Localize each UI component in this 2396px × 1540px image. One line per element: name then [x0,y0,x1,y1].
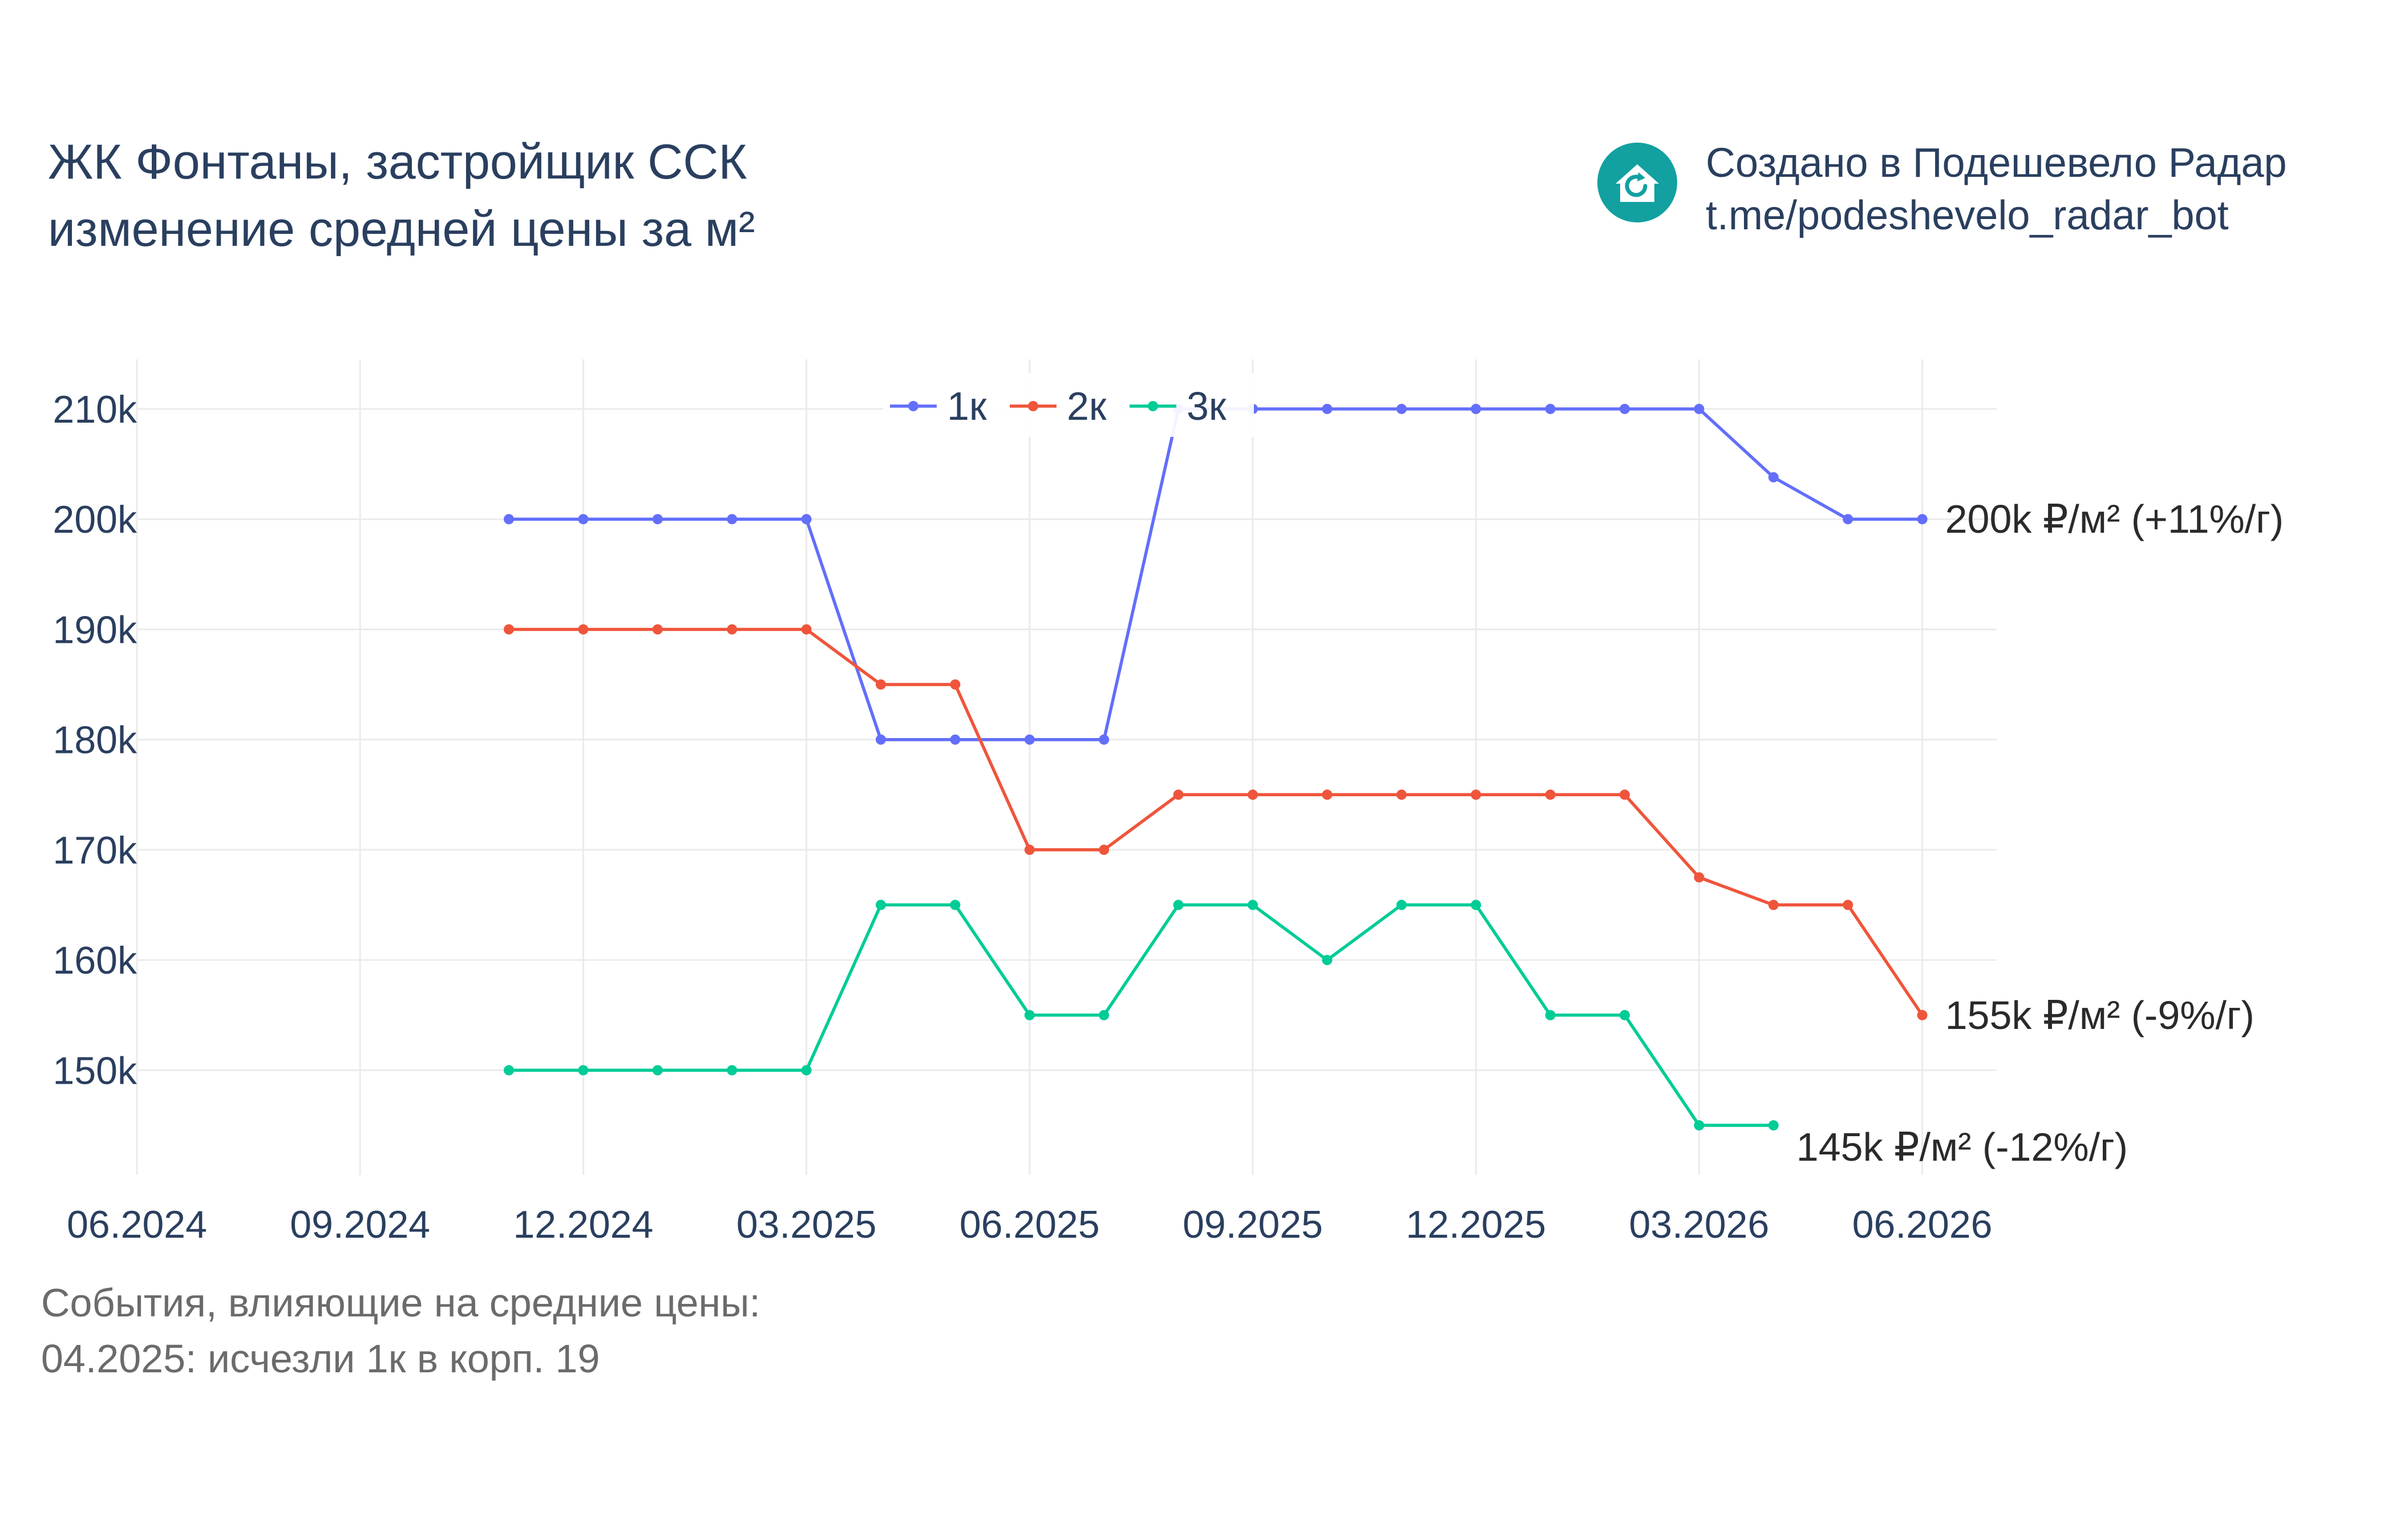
chart-title-line-2: изменение средней цены за м² [48,202,755,257]
data-point [1173,789,1184,800]
x-tick-label: 06.2024 [67,1203,207,1246]
data-point [1620,1010,1630,1020]
data-point [1545,789,1556,800]
x-tick-label: 06.2025 [960,1203,1100,1246]
data-point [1843,514,1853,525]
data-point [1471,899,1482,910]
legend-swatch-marker [1028,401,1038,411]
data-point [578,1065,589,1076]
data-point [1024,734,1035,745]
data-point [1620,403,1630,414]
data-point [950,899,961,910]
data-point [876,679,886,690]
data-point [1471,789,1482,800]
data-point [1396,789,1407,800]
legend-label: 1к [947,384,987,428]
data-point [1322,403,1333,414]
data-point [1471,403,1482,414]
data-point [578,624,589,635]
events-heading: События, влияющие на средние цены: [41,1280,760,1325]
series-line [509,627,1924,1016]
data-point [652,624,663,635]
data-point [727,624,738,635]
y-tick-label: 190k [53,608,137,651]
events-note: События, влияющие на средние цены: 04.20… [41,1275,760,1387]
x-tick-label: 03.2025 [736,1203,877,1246]
series-end-label: 145k ₽/м² (-12%/г) [1796,1125,2128,1169]
data-point [1322,789,1333,800]
data-point [1396,403,1407,414]
data-point [727,1065,738,1076]
chart-title-line-1: ЖК Фонтаны, застройщик ССК [48,135,747,189]
series-line [509,407,1923,741]
y-tick-label: 210k [53,388,137,431]
data-point [1768,1120,1779,1131]
data-point [876,899,886,910]
data-point [504,1065,514,1076]
event-item: 04.2025: исчезли 1к в корп. 19 [41,1336,600,1381]
data-point [1917,514,1928,525]
x-tick-label: 09.2025 [1183,1203,1323,1246]
legend-swatch-marker [1148,401,1158,411]
chart-title: ЖК Фонтаны, застройщик ССК изменение сре… [48,128,755,263]
data-point [1248,789,1258,800]
data-point [950,679,961,690]
brand-text: Создано в Подешевело Радар t.me/podeshev… [1706,137,2287,242]
data-point [1843,899,1853,910]
series-end-label: 200k ₽/м² (+11%/г) [1945,497,2284,541]
data-point [1917,1010,1928,1020]
x-tick-label: 12.2025 [1406,1203,1546,1246]
data-point [652,514,663,525]
data-point [801,1065,812,1076]
data-point [1024,844,1035,855]
data-point [1396,899,1407,910]
x-tick-label: 12.2024 [513,1203,653,1246]
legend-label: 3к [1187,384,1227,428]
data-point [1173,899,1184,910]
y-tick-label: 180k [53,719,137,762]
data-point [578,514,589,525]
y-tick-label: 160k [53,939,137,982]
data-point [1248,899,1258,910]
data-point [1099,844,1110,855]
data-point [1768,472,1779,483]
legend-swatch-marker [908,401,918,411]
data-point [1620,789,1630,800]
data-point [727,514,738,525]
brand-link[interactable]: t.me/podeshevelo_radar_bot [1706,193,2229,238]
x-tick-label: 09.2024 [290,1203,430,1246]
legend-label: 2к [1067,384,1107,428]
x-tick-label: 06.2026 [1852,1203,1993,1246]
data-point [1545,1010,1556,1020]
data-point [652,1065,663,1076]
series-line [509,903,1774,1127]
data-point [504,514,514,525]
data-point [504,624,514,635]
data-point [1322,955,1333,966]
brand-caption: Создано в Подешевело Радар [1706,140,2287,186]
data-point [1768,899,1779,910]
data-point [1694,403,1705,414]
data-point [876,734,886,745]
legend-background [883,373,1254,437]
y-tick-label: 170k [53,829,137,872]
data-point [801,514,812,525]
x-tick-label: 03.2026 [1629,1203,1769,1246]
y-tick-label: 200k [53,498,137,541]
house-refresh-icon [1597,143,1677,222]
series-end-label: 155k ₽/м² (-9%/г) [1945,993,2255,1038]
data-point [1694,872,1705,883]
data-point [1099,734,1110,745]
data-point [1694,1120,1705,1131]
data-point [801,624,812,635]
y-tick-label: 150k [53,1049,137,1092]
data-point [1099,1010,1110,1020]
data-point [950,734,961,745]
data-point [1545,403,1556,414]
data-point [1024,1010,1035,1020]
